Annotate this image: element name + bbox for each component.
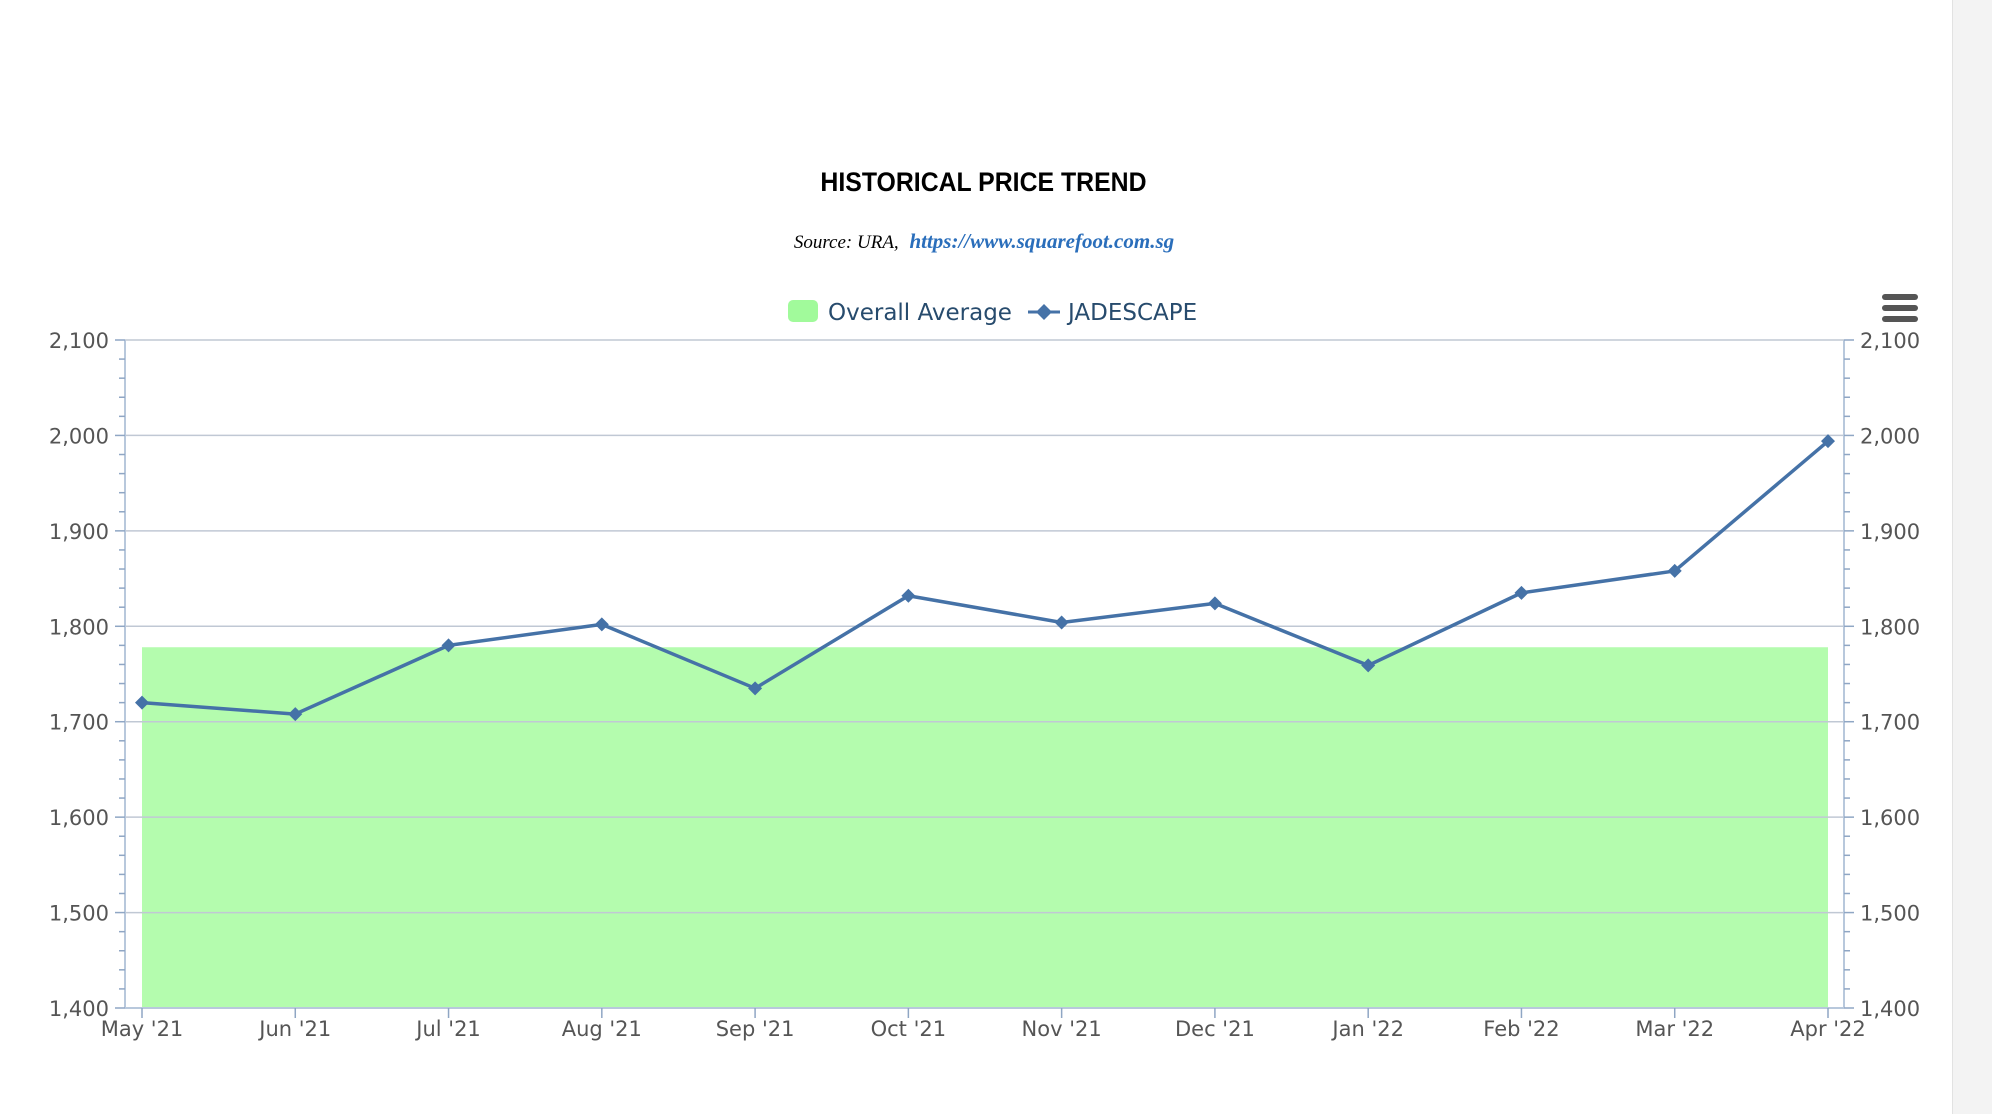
plot-area: 1,400 1,400 1,500 1,500 1,600 1,600 1,700 1,700… — [49, 329, 1920, 1041]
x-tick-label: Nov '21 — [1022, 1017, 1102, 1041]
y-tick-label-left: 1,400 — [49, 997, 109, 1021]
x-tick-label: Apr '22 — [1790, 1017, 1866, 1041]
data-point-jadescape[interactable] — [288, 707, 303, 722]
legend-marker-jadescape — [1036, 304, 1052, 320]
y-tick-label-left: 2,100 — [49, 329, 109, 353]
x-tick-label: Aug '21 — [562, 1017, 642, 1041]
y-tick-label-right: 1,600 — [1860, 806, 1920, 830]
data-point-jadescape[interactable] — [1821, 434, 1835, 449]
data-point-jadescape[interactable] — [594, 617, 609, 632]
legend-label-jadescape: JADESCAPE — [1066, 300, 1197, 326]
y-tick-label-left: 1,500 — [49, 902, 109, 926]
y-tick-label-left: 1,600 — [49, 806, 109, 830]
legend-item-jadescape[interactable]: JADESCAPE — [1028, 300, 1197, 326]
legend-item-overall-average[interactable]: Overall Average — [788, 300, 1012, 326]
y-tick-label-right: 1,800 — [1860, 615, 1920, 639]
y-tick-label-right: 2,000 — [1860, 424, 1920, 448]
area-overall-average — [142, 647, 1828, 1008]
data-point-jadescape[interactable] — [1207, 596, 1222, 611]
y-tick-label-left: 1,900 — [49, 520, 109, 544]
price-trend-chart: HISTORICAL PRICE TREND Source: URA, http… — [49, 168, 1920, 1041]
subtitle-source: Source: URA, — [794, 232, 899, 253]
data-point-jadescape[interactable] — [901, 588, 916, 603]
y-tick-label-left: 1,800 — [49, 615, 109, 639]
chart-subtitle: Source: URA, https://www.squarefoot.com.… — [794, 229, 1174, 253]
x-tick-label: Mar '22 — [1635, 1017, 1714, 1041]
series-line-jadescape — [141, 439, 1830, 716]
data-point-jadescape[interactable] — [1514, 585, 1529, 600]
data-point-jadescape[interactable] — [1054, 615, 1069, 630]
data-point-jadescape[interactable] — [441, 638, 456, 653]
y-tick-label-left: 2,000 — [49, 424, 109, 448]
x-tick-label: Feb '22 — [1483, 1017, 1559, 1041]
data-point-jadescape[interactable] — [748, 681, 763, 696]
subtitle-link[interactable]: https://www.squarefoot.com.sg — [909, 229, 1174, 253]
x-tick-label: Sep '21 — [716, 1017, 795, 1041]
legend-label-overall-average: Overall Average — [828, 300, 1012, 326]
chart-menu-icon[interactable] — [1882, 294, 1918, 324]
data-point-jadescape[interactable] — [1667, 563, 1682, 578]
y-tick-label-right: 2,100 — [1860, 329, 1920, 353]
y-tick-label-right: 1,500 — [1860, 902, 1920, 926]
y-tick-label-right: 1,900 — [1860, 520, 1920, 544]
x-tick-label: Jun '21 — [257, 1017, 331, 1041]
x-tick-label: Oct '21 — [871, 1017, 946, 1041]
page-scrollbar[interactable] — [1952, 0, 1992, 1114]
y-tick-label-right: 1,700 — [1860, 711, 1920, 735]
data-point-jadescape[interactable] — [1361, 658, 1376, 673]
y-tick-label-left: 1,700 — [49, 711, 109, 735]
x-tick-label: May '21 — [101, 1017, 184, 1041]
chart-title: HISTORICAL PRICE TREND — [820, 168, 1146, 197]
x-tick-label: Jan '22 — [1330, 1017, 1404, 1041]
data-point-jadescape[interactable] — [135, 695, 149, 710]
legend: Overall Average JADESCAPE — [788, 300, 1197, 326]
y-tick-label-right: 1,400 — [1860, 997, 1920, 1021]
legend-swatch-overall-average — [788, 300, 818, 322]
x-tick-label: Dec '21 — [1175, 1017, 1255, 1041]
x-tick-label: Jul '21 — [414, 1017, 481, 1041]
